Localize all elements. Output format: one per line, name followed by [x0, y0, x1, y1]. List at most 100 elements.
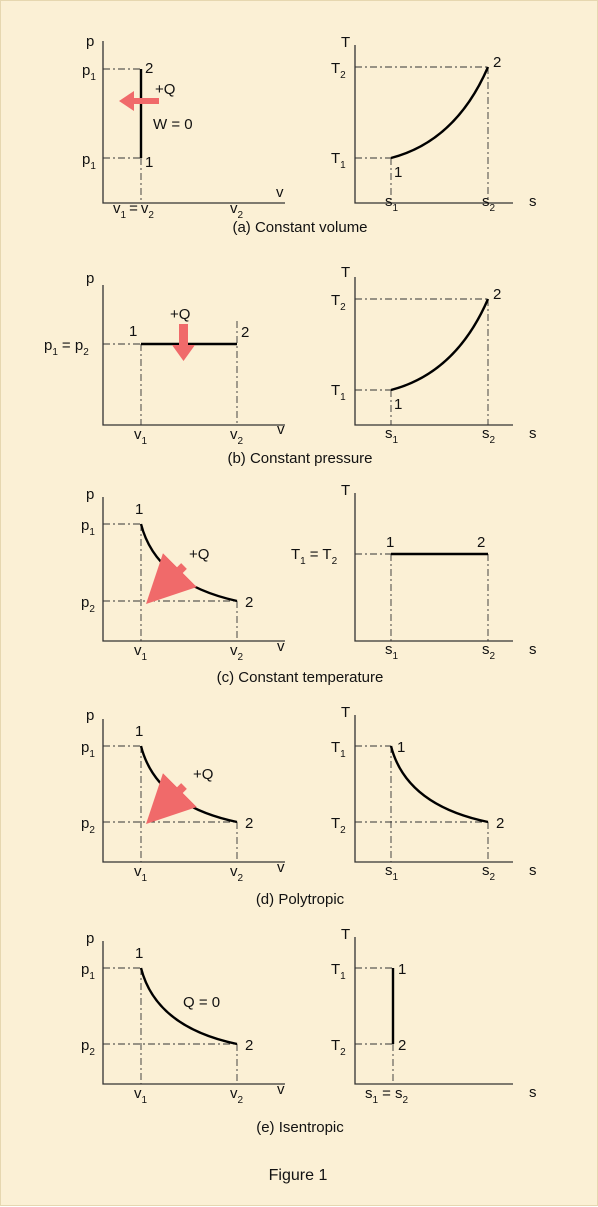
t-axis-label: T [341, 704, 350, 721]
v2-label: v2 [230, 426, 244, 447]
v-axis-label: v [277, 638, 285, 655]
s-axis-label: s [529, 862, 537, 879]
s2-label: s2 [482, 425, 496, 446]
p2-label: p2 [81, 815, 95, 836]
heat-label: +Q [155, 81, 175, 98]
s2-label: s2 [482, 862, 496, 883]
heat-label: +Q [189, 546, 209, 563]
heat-in-arrow-icon [172, 324, 195, 361]
state-1-label: 1 [394, 396, 402, 413]
p1-label: p1 [81, 739, 95, 760]
t2-label: T2 [331, 60, 346, 81]
v-axis-label: v [277, 421, 285, 438]
caption-e: (e) Isentropic [256, 1119, 344, 1136]
v2-label: v2 [230, 863, 244, 884]
state-2-label: 2 [145, 60, 153, 77]
isentropic-curve [139, 967, 238, 1046]
state-1-label: 1 [386, 534, 394, 551]
panel-b: p v p1 = p2 v1 v2 1 2 +Q T s T2 T1 s1 s2 … [44, 264, 537, 467]
pv-diagram-b: p v p1 = p2 v1 v2 1 2 +Q [44, 270, 285, 447]
heat-label: +Q [193, 766, 213, 783]
p2-label: p2 [81, 1037, 95, 1058]
s2-label: s2 [482, 641, 496, 662]
v1-label: v1 [134, 1085, 148, 1106]
ts-curve [390, 66, 490, 160]
heat-label: +Q [170, 306, 190, 323]
p1-top-label: p1 [82, 62, 96, 83]
t1-label: T1 [331, 382, 346, 403]
figure-caption: Figure 1 [269, 1167, 328, 1184]
state-2-label: 2 [493, 286, 501, 303]
ts-diagram-a: T s T2 T1 s1 s2 1 2 [331, 34, 537, 214]
s-axis-label: s [529, 425, 537, 442]
pv-diagram-c: p v p1 p2 v1 v2 1 2 +Q [81, 486, 285, 663]
pv-diagram-d: p v p1 p2 v1 v2 1 2 +Q [81, 707, 285, 884]
state-2-label: 2 [398, 1037, 406, 1054]
v1-label: v1 [134, 863, 148, 884]
pv-diagram-e: p v p1 p2 v1 v2 1 2 Q = 0 [81, 930, 285, 1106]
p-axis-label: p [86, 930, 94, 947]
v2-label: v2 [230, 1085, 244, 1106]
ts-axes [354, 493, 513, 642]
t-axis-label: T [341, 926, 350, 943]
state-1-label: 1 [135, 501, 143, 518]
heat-label: Q = 0 [183, 994, 220, 1011]
state-2-label: 2 [477, 534, 485, 551]
t-axis-label: T [341, 264, 350, 281]
t1-eq-t2-label: T1 = T2 [291, 546, 338, 567]
t2-label: T2 [331, 815, 346, 836]
ts-curve [389, 745, 489, 824]
v-axis-label: v [277, 1081, 285, 1098]
polytropic-curve [139, 745, 238, 824]
state-1-label: 1 [398, 961, 406, 978]
v-axis-label: v [277, 859, 285, 876]
v1-eq-v2-label: v1 = v2 [113, 200, 154, 221]
ts-diagram-b: T s T2 T1 s1 s2 1 2 [331, 264, 537, 446]
t-axis-label: T [341, 482, 350, 499]
v2-label: v2 [230, 642, 244, 663]
pv-axes [102, 719, 285, 863]
panel-e: p v p1 p2 v1 v2 1 2 Q = 0 T s T1 T2 s1 = … [81, 926, 537, 1136]
ts-axes [354, 937, 513, 1085]
heat-in-arrow-icon [146, 773, 197, 824]
p-axis-label: p [86, 33, 94, 50]
work-label: W = 0 [153, 116, 193, 133]
s-axis-label: s [529, 1084, 537, 1101]
ts-diagram-c: T s T1 = T2 s1 s2 1 2 [291, 482, 537, 662]
pv-axes [102, 41, 285, 204]
p2-label: p2 [81, 594, 95, 615]
p1-label: p1 [81, 961, 95, 982]
state-2-label: 2 [241, 324, 249, 341]
t1-label: T1 [331, 739, 346, 760]
t2-label: T2 [331, 292, 346, 313]
ts-curve [390, 298, 490, 392]
state-2-label: 2 [245, 815, 253, 832]
p1-eq-p2-label: p1 = p2 [44, 337, 89, 358]
panel-c: p v p1 p2 v1 v2 1 2 +Q T s T1 = T2 s1 s2 … [81, 482, 537, 686]
s-axis-label: s [529, 193, 537, 210]
state-1-label: 1 [135, 945, 143, 962]
t1-label: T1 [331, 150, 346, 171]
heat-out-arrow-icon [119, 91, 159, 111]
state-1-label: 1 [135, 723, 143, 740]
state-1-label: 1 [145, 154, 153, 171]
s-axis-label: s [529, 641, 537, 658]
caption-c: (c) Constant temperature [217, 669, 384, 686]
s1-eq-s2-label: s1 = s2 [365, 1085, 409, 1106]
heat-in-arrow-icon [146, 553, 197, 604]
panel-a: p v p1 p1 v1 = v2 v2 2 1 +Q W = 0 T s T2 T… [82, 33, 537, 236]
panel-d: p v p1 p2 v1 v2 1 2 +Q T s T1 T2 s1 s2 1… [81, 704, 537, 908]
s2-label: s2 [482, 193, 496, 214]
p-axis-label: p [86, 707, 94, 724]
state-1-label: 1 [394, 164, 402, 181]
caption-b: (b) Constant pressure [227, 450, 372, 467]
ts-axes [354, 277, 513, 426]
caption-a: (a) Constant volume [232, 219, 367, 236]
v-axis-label: v [276, 184, 284, 201]
s1-label: s1 [385, 862, 399, 883]
p-axis-label: p [86, 486, 94, 503]
pv-axes [102, 941, 285, 1085]
s1-label: s1 [385, 641, 399, 662]
